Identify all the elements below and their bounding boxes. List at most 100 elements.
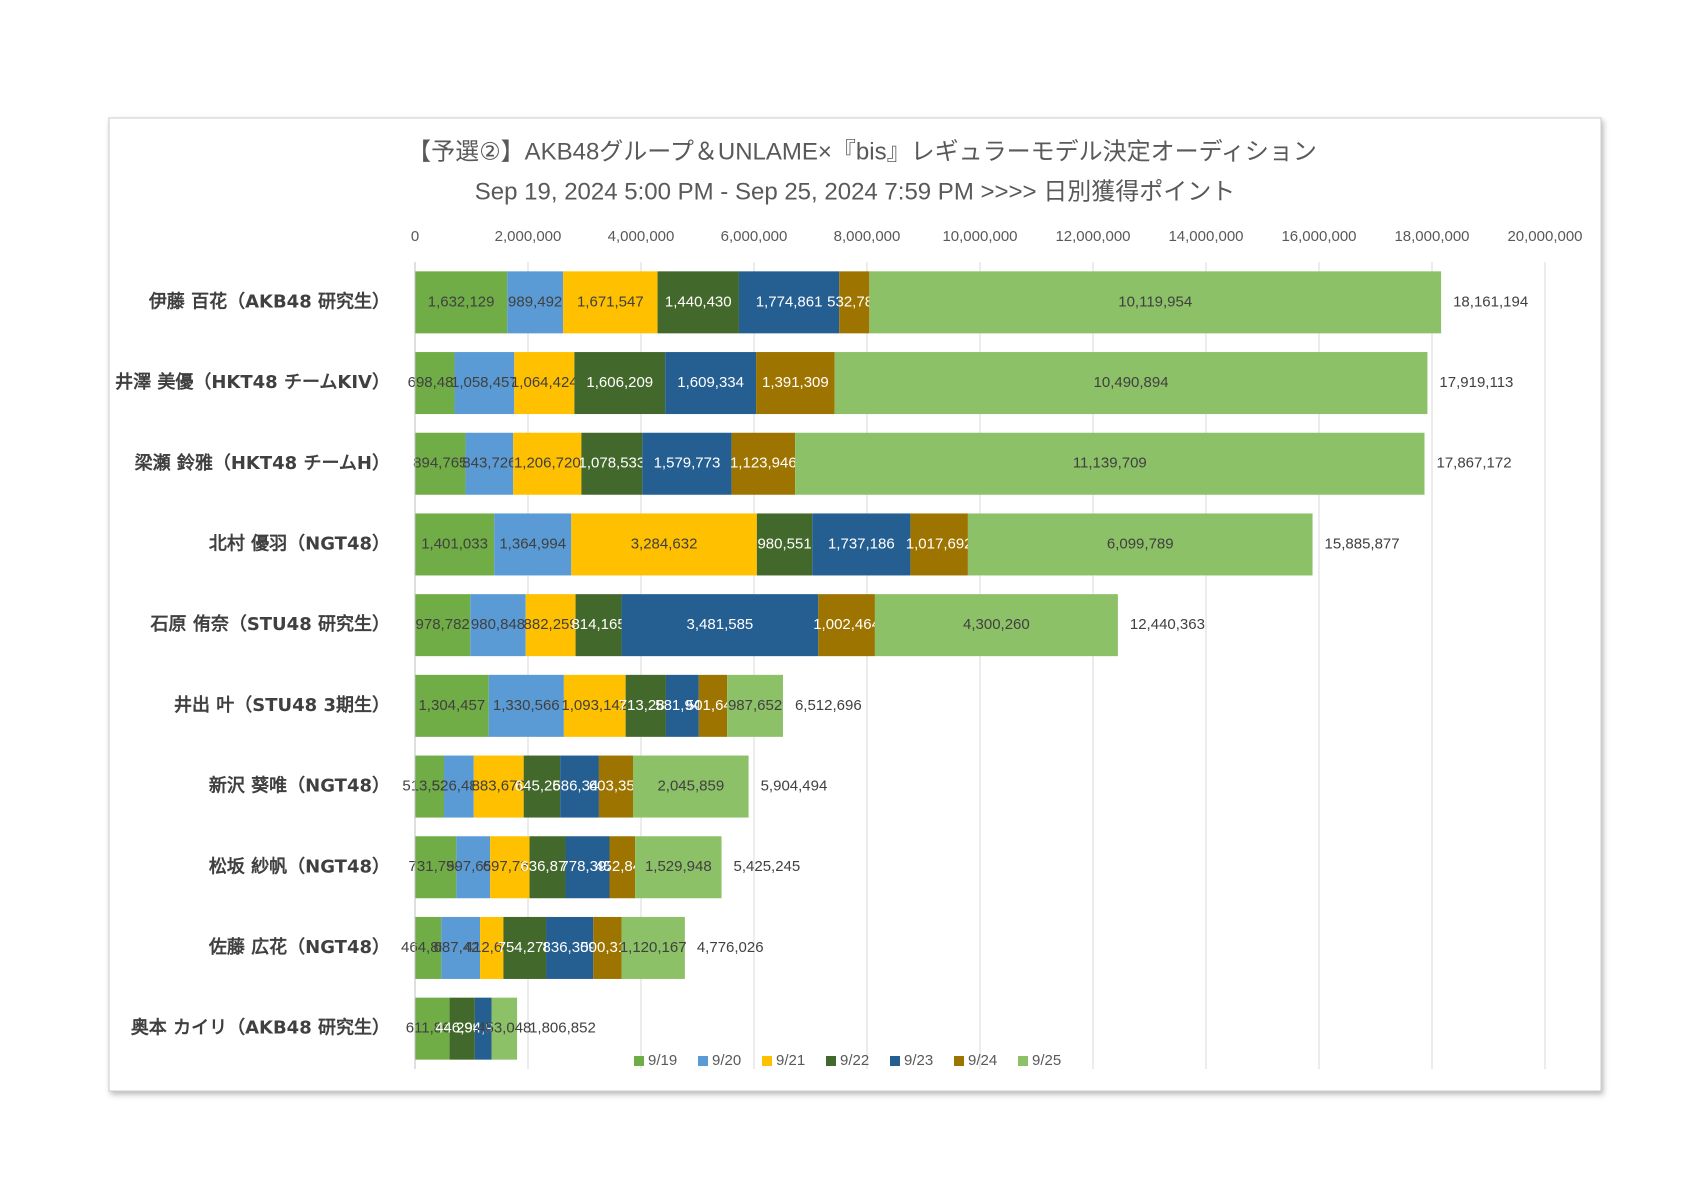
x-tick-label: 20,000,000 [1507, 228, 1582, 245]
bar-segment [621, 916, 685, 979]
data-label: 731,794 [409, 858, 463, 875]
total-label: 17,919,113 [1439, 374, 1513, 391]
total-label: 15,885,877 [1325, 535, 1400, 552]
category-label: 井出 叶（STU48 3期生） [174, 694, 390, 716]
data-label: 1,058,457 [451, 374, 518, 391]
legend-label: 9/25 [1032, 1052, 1061, 1069]
data-label: 1,093,142 [561, 697, 628, 714]
data-label: 843,726 [462, 455, 516, 472]
bar-segment [514, 352, 575, 415]
legend-swatch [826, 1056, 836, 1066]
data-label: 980,848 [471, 616, 525, 633]
data-label: 1,304,457 [418, 697, 485, 714]
data-label: 1,606,209 [586, 374, 653, 391]
data-label: 636,872 [520, 858, 574, 875]
bar-segment [415, 432, 466, 495]
bar-segment [571, 513, 757, 576]
legend-swatch [890, 1056, 900, 1066]
data-label: 754,278 [498, 939, 552, 956]
bar-segment [503, 916, 547, 979]
data-label: 882,259 [524, 616, 578, 633]
x-tick-label: 8,000,000 [834, 228, 901, 245]
legend-swatch [698, 1056, 708, 1066]
x-tick-label: 0 [411, 228, 419, 245]
data-label: 987,652 [728, 697, 782, 714]
data-label: 989,492 [508, 293, 562, 310]
total-label: 5,425,245 [734, 858, 801, 875]
bar-segment [529, 836, 566, 899]
data-label: 1,002,464 [813, 616, 880, 633]
bar-segment [415, 674, 489, 737]
bar-segment [731, 432, 796, 495]
data-label: 686,346 [552, 778, 606, 795]
data-label: 713,283 [619, 697, 673, 714]
chart-subtitle: Sep 19, 2024 5:00 PM - Sep 25, 2024 7:59… [475, 178, 1235, 205]
data-label: 2,045,859 [657, 778, 724, 795]
category-label: 松坂 紗帆（NGT48） [209, 855, 390, 877]
bar-segment [507, 271, 564, 334]
data-label: 698,486 [408, 374, 462, 391]
bar-segment [456, 836, 491, 899]
data-label: 4,300,260 [963, 616, 1030, 633]
data-label: 687,422 [434, 939, 488, 956]
bar-segment [415, 271, 508, 334]
legend-label: 9/22 [840, 1052, 869, 1069]
bar-segment [523, 755, 561, 818]
bar-segment [665, 352, 757, 415]
bar-segment [415, 594, 471, 657]
bar-segment [593, 916, 622, 979]
bar-segment [488, 674, 564, 737]
bar-segment [657, 271, 739, 334]
data-label: 3,481,585 [687, 616, 754, 633]
data-label: 597,659 [446, 858, 500, 875]
total-label: 12,440,363 [1130, 616, 1205, 633]
data-label: 603,351 [589, 778, 643, 795]
bar-segment [513, 432, 582, 495]
bar-segment [621, 594, 819, 657]
legend-label: 9/21 [776, 1052, 805, 1069]
data-label: 1,123,946 [730, 455, 797, 472]
data-label: 10,490,894 [1094, 374, 1169, 391]
bar-segment [910, 513, 968, 576]
total-label: 17,867,172 [1436, 455, 1511, 472]
category-label: 佐藤 広花（NGT48） [208, 936, 390, 958]
data-label: 3,284,632 [631, 535, 698, 552]
data-label: 11,139,709 [1073, 455, 1147, 472]
data-label: 980,551 [757, 535, 811, 552]
bar-segment [415, 755, 445, 818]
bar-segment [415, 352, 455, 415]
total-label: 5,904,494 [761, 778, 828, 795]
category-label: 新沢 葵唯（NGT48） [209, 775, 390, 797]
bar-segment [756, 352, 835, 415]
bar-segment [839, 271, 870, 334]
data-label: 581,948 [655, 697, 709, 714]
bar-segment [470, 594, 526, 657]
total-label: 6,512,696 [795, 697, 862, 714]
bar-segment [581, 432, 643, 495]
x-tick-label: 2,000,000 [495, 228, 562, 245]
bar-segment [441, 916, 481, 979]
x-tick-label: 12,000,000 [1055, 228, 1130, 245]
bar-segment [480, 916, 504, 979]
data-label: 1,774,861 [756, 293, 823, 310]
bar-segment [491, 997, 518, 1060]
data-label: 1,671,547 [577, 293, 644, 310]
data-label: 1,364,994 [499, 535, 566, 552]
category-label: 石原 侑奈（STU48 研究生） [150, 613, 390, 635]
bar-segment [834, 352, 1428, 415]
bar-segment [874, 594, 1118, 657]
bar-segment [494, 513, 572, 576]
bar-segment [698, 674, 728, 737]
data-label: 978,782 [416, 616, 470, 633]
bar-segment [625, 674, 666, 737]
data-label: 836,309 [543, 939, 597, 956]
category-label: 奥本 カイリ（AKB48 研究生） [131, 1017, 390, 1039]
data-label: 500,318 [580, 939, 634, 956]
bar-segment [635, 836, 722, 899]
x-tick-label: 16,000,000 [1281, 228, 1356, 245]
chart-title: 【予選②】AKB48グループ＆UNLAME×『bis』レギュラーモデル決定オーデ… [407, 138, 1317, 165]
data-label: 501,648 [686, 697, 740, 714]
bar-segment [563, 674, 626, 737]
category-label: 伊藤 百花（AKB48 研究生） [148, 290, 390, 312]
legend-swatch [954, 1056, 964, 1066]
